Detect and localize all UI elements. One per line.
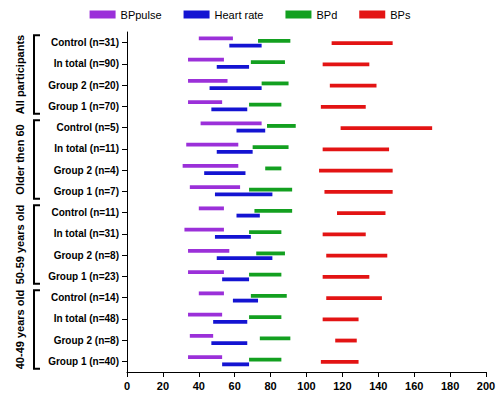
svg-text:20: 20 (157, 380, 169, 392)
svg-text:Group 2 (n=20): Group 2 (n=20) (48, 80, 119, 91)
svg-text:In total (n=31): In total (n=31) (54, 228, 119, 239)
svg-text:0: 0 (124, 380, 130, 392)
svg-text:Group 1 (n=40): Group 1 (n=40) (48, 356, 119, 367)
svg-text:120: 120 (333, 380, 351, 392)
svg-text:BPd: BPd (316, 9, 337, 21)
svg-text:160: 160 (405, 380, 423, 392)
svg-text:100: 100 (297, 380, 315, 392)
svg-text:60: 60 (229, 380, 241, 392)
svg-text:Control (n=5): Control (n=5) (57, 122, 120, 133)
svg-text:180: 180 (441, 380, 459, 392)
svg-text:40-49 years old: 40-49 years old (14, 290, 26, 370)
svg-text:80: 80 (264, 380, 276, 392)
svg-text:Group 2 (n=8): Group 2 (n=8) (54, 250, 119, 261)
svg-text:In total (n=90): In total (n=90) (54, 58, 119, 69)
svg-text:Control (n=11): Control (n=11) (51, 207, 119, 218)
svg-text:BPpulse: BPpulse (121, 9, 162, 21)
svg-text:All participants: All participants (14, 35, 26, 114)
svg-text:140: 140 (369, 380, 387, 392)
svg-text:200: 200 (477, 380, 495, 392)
svg-text:Group 2 (n=4): Group 2 (n=4) (54, 165, 119, 176)
svg-text:Group 1 (n=70): Group 1 (n=70) (48, 101, 119, 112)
svg-text:Control (n=14): Control (n=14) (51, 292, 119, 303)
svg-text:BPs: BPs (390, 9, 411, 21)
svg-text:Older then 60: Older then 60 (14, 124, 26, 194)
svg-text:40: 40 (193, 380, 205, 392)
svg-text:Group 1 (n=7): Group 1 (n=7) (54, 186, 119, 197)
svg-text:Control (n=31): Control (n=31) (51, 37, 119, 48)
svg-text:In total (n=48): In total (n=48) (54, 313, 119, 324)
svg-text:Heart rate: Heart rate (215, 9, 264, 21)
svg-text:Group 2 (n=8): Group 2 (n=8) (54, 335, 119, 346)
svg-text:Group 1 (n=23): Group 1 (n=23) (48, 271, 119, 282)
svg-text:In total (n=11): In total (n=11) (54, 143, 119, 154)
svg-text:50-59 years old: 50-59 years old (14, 205, 26, 285)
